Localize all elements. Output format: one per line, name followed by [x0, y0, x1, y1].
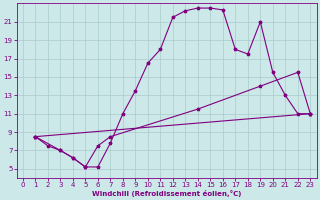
X-axis label: Windchill (Refroidissement éolien,°C): Windchill (Refroidissement éolien,°C) — [92, 190, 241, 197]
